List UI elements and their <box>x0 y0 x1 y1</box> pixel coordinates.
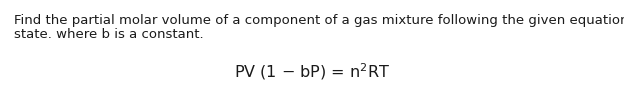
Text: PV (1 $-$ bP) = n$^2$RT: PV (1 $-$ bP) = n$^2$RT <box>234 62 390 82</box>
Text: Find the partial molar volume of a component of a gas mixture following the give: Find the partial molar volume of a compo… <box>14 14 624 27</box>
Text: state. where b is a constant.: state. where b is a constant. <box>14 28 203 41</box>
